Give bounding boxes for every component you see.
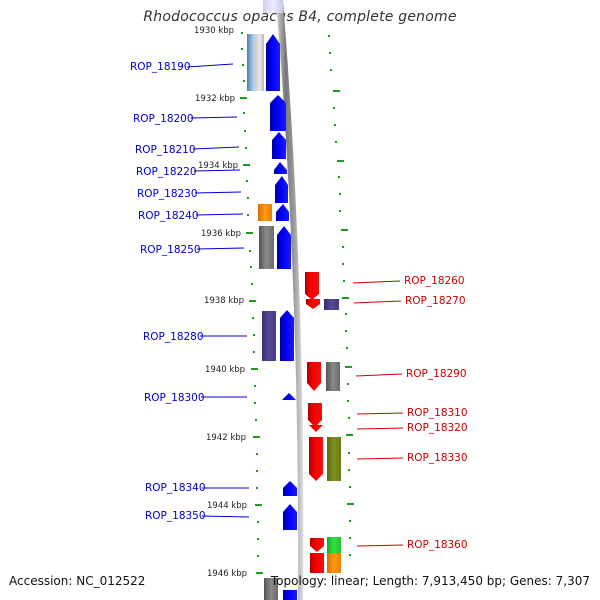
annotation-bars-right [324,299,341,573]
gene-arrow-forward [274,162,287,174]
gene-label: ROP_18250 [140,244,201,256]
gene-arrow-reverse [310,553,324,573]
outer-ruler [328,35,354,556]
kbp-labels: 1930 kbp 1932 kbp 1934 kbp 1936 kbp 1938… [194,26,247,579]
gene-arrow-forward [266,34,280,91]
leader-line [195,213,244,216]
reverse-gene-labels: ROP_18260 ROP_18270 ROP_18290 ROP_18310 … [352,275,468,551]
leader-line [190,116,238,119]
gene-label: ROP_18290 [406,368,467,380]
gene-label: ROP_18260 [404,275,465,287]
gene-arrow-forward [276,204,289,221]
leader-line [356,412,404,415]
gene-arrow-forward [282,393,296,400]
gene-arrow-forward [280,310,294,361]
gene-label: ROP_18350 [145,510,206,522]
forward-strand-genes [266,34,297,600]
gene-arrow-reverse [309,425,323,432]
gene-label: ROP_18210 [135,144,196,156]
feature-bar [255,34,264,91]
genome-backbone [276,0,304,600]
reverse-strand-genes [305,272,324,573]
gene-label: ROP_18330 [407,452,468,464]
gene-arrow-forward [270,95,286,131]
accession-label: Accession: NC_012522 [9,574,146,588]
leader-line [194,191,242,194]
gene-label: ROP_18340 [145,482,206,494]
gene-label: ROP_18320 [407,422,468,434]
gene-label: ROP_18280 [143,331,204,343]
feature-bar [258,204,272,221]
kbp-label: 1936 kbp [201,229,241,239]
leader-line [356,427,404,430]
gene-label: ROP_18360 [407,539,468,551]
feature-bar [327,437,341,481]
kbp-label: 1940 kbp [205,365,245,375]
kbp-label: 1938 kbp [204,296,244,306]
leader-line [353,300,402,304]
feature-bar [326,362,340,391]
map-title: Rhodococcus opacus B4, complete genome [143,9,457,25]
feature-bar [264,578,278,600]
kbp-label: 1946 kbp [207,569,247,579]
feature-bar [324,299,339,310]
gene-arrow-forward [275,176,288,203]
gene-arrow-forward [283,504,297,530]
gene-label: ROP_18220 [136,166,197,178]
gene-label: ROP_18310 [407,407,468,419]
gene-arrow-reverse [309,437,323,481]
gene-label: ROP_18240 [138,210,199,222]
feature-bar [263,0,283,13]
gene-label: ROP_18270 [405,295,466,307]
gene-arrow-reverse [310,538,324,552]
leader-line [186,63,234,68]
gene-arrow-reverse [308,403,322,427]
kbp-label: 1944 kbp [207,501,247,511]
gene-arrow-forward [283,481,297,496]
leader-line [356,544,404,547]
leader-line [192,146,240,150]
gene-arrow-forward [277,226,291,269]
gene-label: ROP_18230 [137,188,198,200]
leader-line [355,373,403,377]
leader-line [196,247,245,250]
feature-bar [259,226,274,269]
leader-line [201,515,250,518]
inner-ruler [240,32,263,574]
gene-label: ROP_18300 [144,392,205,404]
leader-line [193,169,241,172]
kbp-label: 1930 kbp [194,26,234,36]
forward-gene-labels: ROP_18190 ROP_18200 ROP_18210 ROP_18220 … [130,61,250,522]
feature-bar [247,34,255,91]
leader-line [356,457,404,460]
kbp-label: 1942 kbp [206,433,246,443]
gene-label: ROP_18200 [133,113,194,125]
leader-line [352,280,401,284]
topology-label: Topology: linear; Length: 7,913,450 bp; … [270,574,590,588]
gene-arrow-reverse [305,272,319,300]
kbp-label: 1932 kbp [195,94,235,104]
gene-arrow-reverse [306,299,320,309]
annotation-bars [247,34,278,600]
gene-label: ROP_18190 [130,61,191,73]
feature-bar [327,537,341,553]
feature-bar [327,553,341,573]
feature-bar [262,311,276,361]
gene-arrow-forward [272,132,286,159]
kbp-label: 1934 kbp [198,161,238,171]
gene-arrow-reverse [307,362,321,391]
gene-arrow-forward [283,590,297,600]
